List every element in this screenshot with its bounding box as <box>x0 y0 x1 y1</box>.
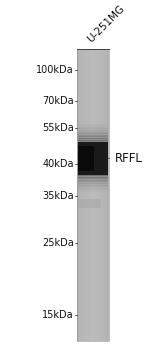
Text: 15kDa: 15kDa <box>42 310 74 320</box>
Bar <box>99 49 100 341</box>
Text: 70kDa: 70kDa <box>42 96 74 106</box>
Bar <box>88 49 89 341</box>
Bar <box>100 49 101 341</box>
Bar <box>94 49 95 341</box>
Bar <box>78 173 108 176</box>
Bar <box>78 136 108 139</box>
Bar <box>82 49 83 341</box>
Bar <box>78 124 108 126</box>
Bar <box>104 49 105 341</box>
Bar <box>103 49 104 341</box>
Bar <box>78 142 108 175</box>
Text: 25kDa: 25kDa <box>42 238 74 248</box>
Bar <box>78 140 108 142</box>
Bar <box>78 181 108 184</box>
Bar <box>87 49 88 341</box>
Bar <box>78 146 94 171</box>
Bar <box>97 49 98 341</box>
Bar <box>77 49 78 341</box>
Bar <box>96 49 97 341</box>
Bar <box>95 49 96 341</box>
Bar <box>79 49 80 341</box>
Bar <box>78 122 108 125</box>
Bar <box>81 49 82 341</box>
Bar <box>101 49 102 341</box>
Bar <box>87 49 88 341</box>
Bar <box>78 185 108 187</box>
Bar <box>77 49 78 341</box>
Bar <box>83 49 84 341</box>
Bar <box>78 135 108 138</box>
Bar <box>78 186 108 189</box>
Bar <box>78 178 108 181</box>
Bar <box>78 189 108 192</box>
Bar <box>98 49 99 341</box>
Bar <box>88 49 89 341</box>
Bar <box>93 49 94 341</box>
Bar <box>106 49 107 341</box>
Bar <box>77 49 109 341</box>
Bar <box>85 49 86 341</box>
Bar <box>78 188 108 190</box>
Bar <box>78 125 108 128</box>
Text: 55kDa: 55kDa <box>42 124 74 133</box>
Bar <box>80 49 81 341</box>
Text: RFFL: RFFL <box>109 152 143 165</box>
Bar <box>78 49 79 341</box>
Text: U-251MG: U-251MG <box>86 3 127 44</box>
Bar <box>78 49 79 341</box>
Bar <box>90 49 91 341</box>
Bar <box>105 49 106 341</box>
Bar <box>108 49 109 341</box>
Bar <box>78 127 108 130</box>
Bar <box>86 49 87 341</box>
Bar <box>91 49 92 341</box>
Bar <box>107 49 108 341</box>
Bar <box>78 130 108 133</box>
Bar <box>78 199 101 208</box>
Bar <box>96 49 97 341</box>
Bar <box>97 49 98 341</box>
Bar <box>86 49 87 341</box>
Bar <box>84 49 85 341</box>
Bar <box>78 132 108 134</box>
Bar <box>79 49 80 341</box>
Bar <box>78 175 108 177</box>
Bar <box>92 49 93 341</box>
Bar <box>78 180 108 182</box>
Bar <box>89 49 90 341</box>
Bar <box>105 49 106 341</box>
Bar <box>78 128 108 131</box>
Bar <box>103 49 104 341</box>
Text: 100kDa: 100kDa <box>36 65 74 75</box>
Text: 35kDa: 35kDa <box>42 191 74 201</box>
Bar <box>78 191 108 194</box>
Text: 40kDa: 40kDa <box>42 159 74 169</box>
Bar <box>78 183 108 186</box>
Bar <box>78 177 108 179</box>
Bar <box>102 49 103 341</box>
Bar <box>104 49 105 341</box>
Bar <box>95 49 96 341</box>
Bar <box>78 138 108 141</box>
Bar <box>78 133 108 136</box>
